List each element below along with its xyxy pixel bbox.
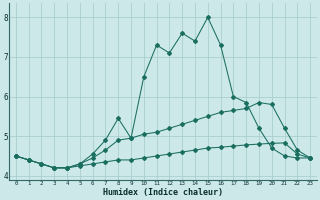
X-axis label: Humidex (Indice chaleur): Humidex (Indice chaleur) <box>103 188 223 197</box>
